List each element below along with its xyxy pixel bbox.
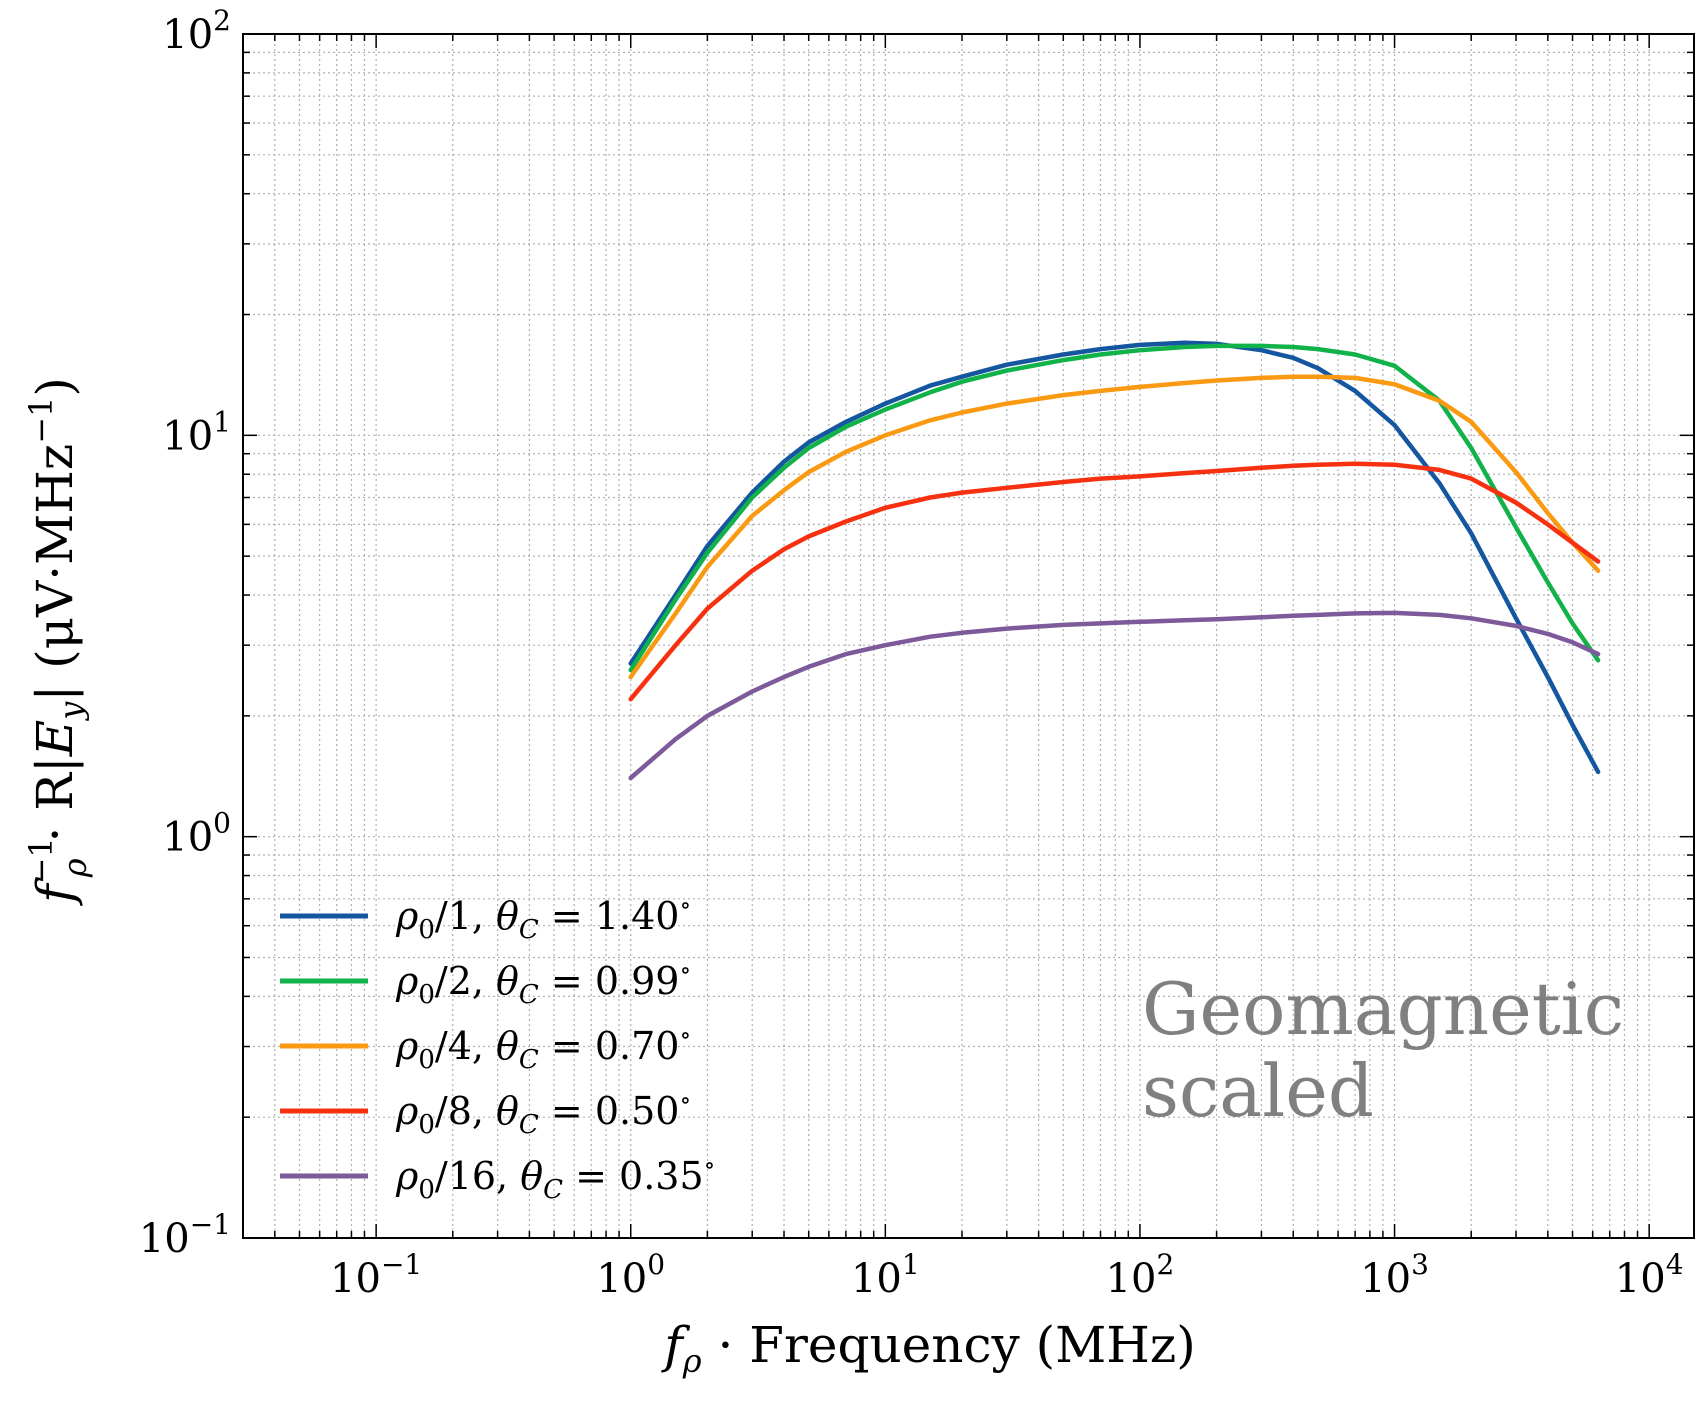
y-tick-label: 101	[162, 405, 231, 459]
legend-entry: ρ0/2, θC = 0.99∘	[280, 956, 691, 1010]
legend-label: ρ0/8, θC = 0.50∘	[395, 1086, 691, 1140]
annotation-line-1: Geomagnetic	[1142, 967, 1624, 1051]
series-line-4	[628, 461, 1601, 702]
grid	[242, 33, 1694, 1239]
legend: ρ0/1, θC = 1.40∘ ρ0/2, θC = 0.99∘ ρ0/4, θC…	[280, 891, 715, 1205]
x-tick-label: 100	[596, 1248, 665, 1302]
tick-marks	[242, 33, 1694, 1239]
y-axis-title: f−1ρ · R|Ey| (μV·MHz−1)	[22, 377, 94, 907]
x-tick-label: 102	[1106, 1248, 1175, 1302]
legend-label: ρ0/2, θC = 0.99∘	[395, 956, 691, 1010]
y-tick-label: 10−1	[139, 1208, 231, 1262]
legend-label: ρ0/1, θC = 1.40∘	[395, 891, 691, 945]
y-tick-label: 100	[162, 807, 231, 861]
series-line-5	[628, 610, 1601, 781]
x-axis-title: fρ · Frequency (MHz)	[660, 1316, 1196, 1380]
y-tick-label: 102	[162, 4, 231, 58]
plot-frame	[242, 33, 1695, 1239]
annotation-line-2: scaled	[1142, 1049, 1374, 1133]
series-lines	[628, 340, 1601, 781]
series-line-3	[628, 374, 1601, 680]
x-tick-label: 104	[1615, 1248, 1684, 1302]
legend-entry: ρ0/1, θC = 1.40∘	[280, 891, 691, 945]
series-line-1	[628, 340, 1601, 775]
x-tick-label: 10−1	[330, 1248, 422, 1302]
x-tick-label: 101	[851, 1248, 920, 1302]
legend-label: ρ0/4, θC = 0.70∘	[395, 1021, 691, 1075]
y-tick-labels: 10−1 100 101 102	[139, 4, 231, 1262]
legend-entry: ρ0/8, θC = 0.50∘	[280, 1086, 691, 1140]
series-line-2	[628, 343, 1601, 673]
legend-entry: ρ0/4, θC = 0.70∘	[280, 1021, 691, 1075]
x-tick-labels: 10−1 100 101 102 103 104	[330, 1248, 1683, 1302]
x-tick-label: 103	[1360, 1248, 1429, 1302]
legend-entry: ρ0/16, θC = 0.35∘	[280, 1151, 715, 1205]
legend-label: ρ0/16, θC = 0.35∘	[395, 1151, 715, 1205]
